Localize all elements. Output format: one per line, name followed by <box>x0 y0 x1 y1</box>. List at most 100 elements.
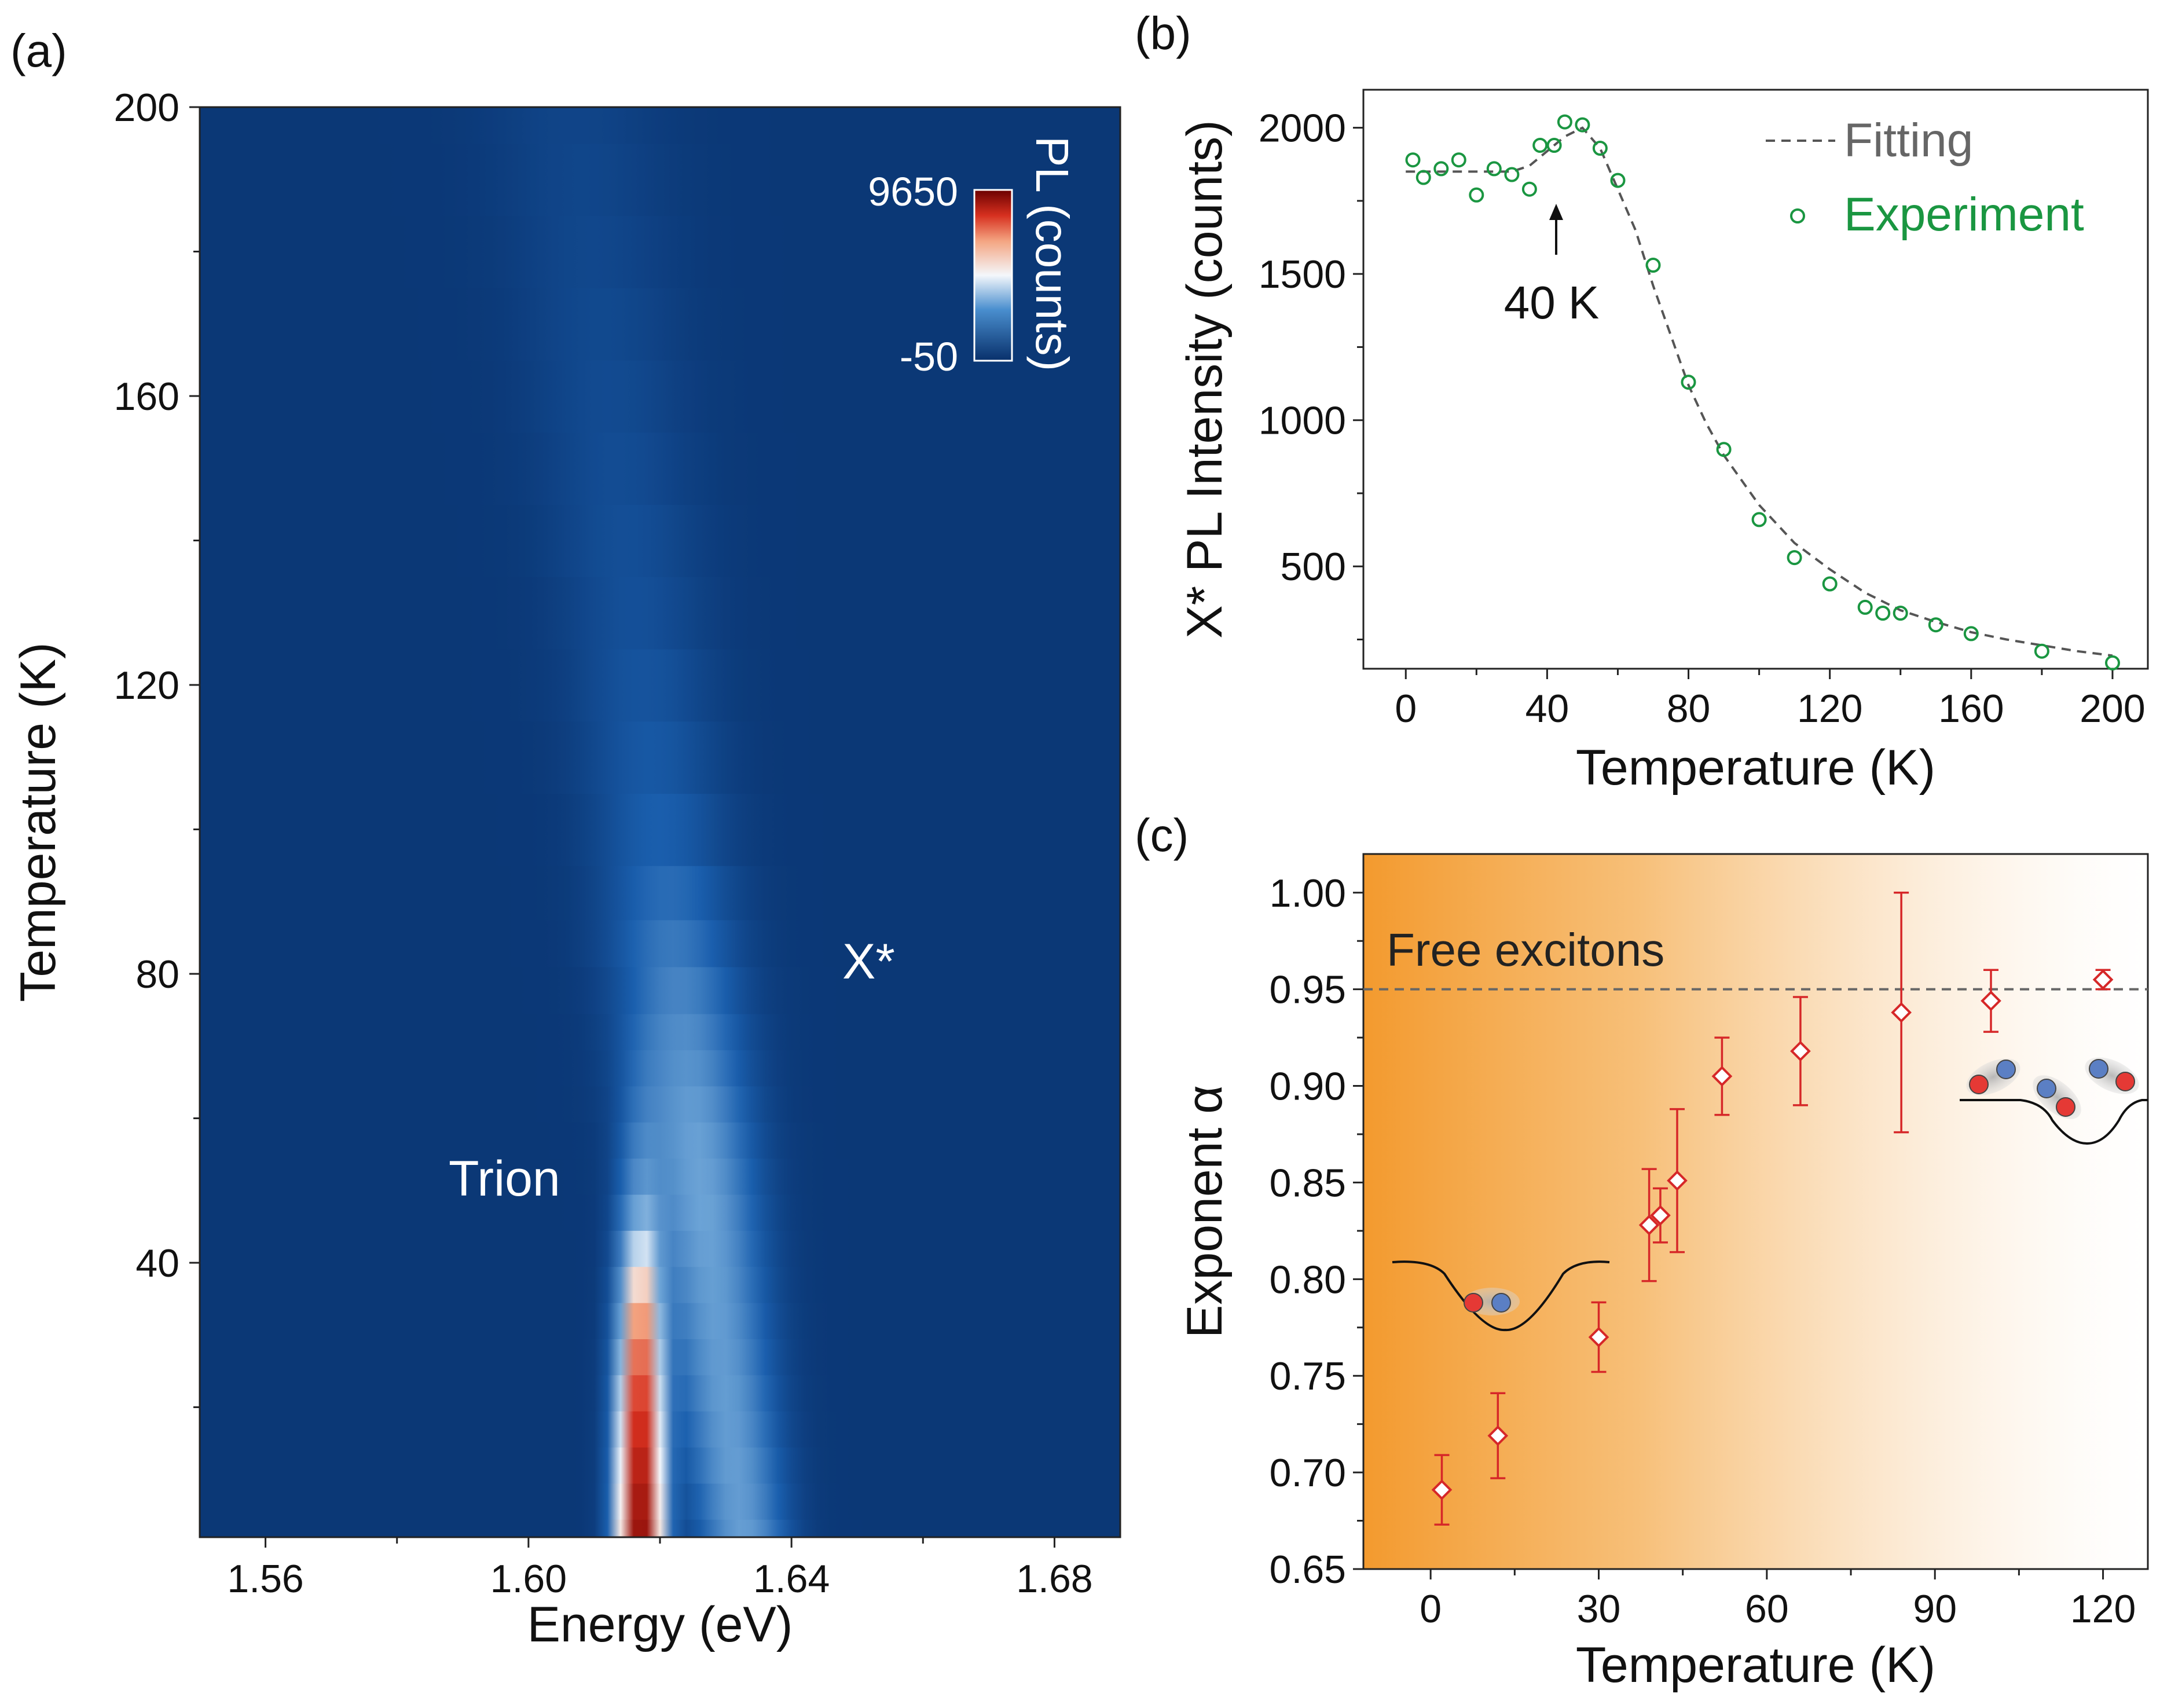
y-tick-label: 0.95 <box>1270 968 1346 1012</box>
y-tick-label: 0.80 <box>1270 1258 1346 1302</box>
experiment-point <box>1575 117 1590 133</box>
heatmap-row <box>200 793 1120 866</box>
x-tick-label: 60 <box>1745 1587 1789 1631</box>
x-tick-label: 80 <box>1667 687 1711 731</box>
annotation-arrow-head <box>1549 204 1563 220</box>
heatmap-row <box>200 287 1120 361</box>
alpha-point <box>1981 990 2001 1011</box>
experiment-point <box>1681 375 1696 390</box>
experiment-point <box>1415 170 1431 185</box>
heatmap-row <box>200 1050 1120 1087</box>
y-tick-label: 0.65 <box>1270 1548 1346 1592</box>
colorbar-gradient <box>973 189 1013 362</box>
y-tick-label: 0.70 <box>1270 1451 1346 1495</box>
experiment-point <box>2034 643 2049 659</box>
y-tick-label: 160 <box>114 375 179 419</box>
heatmap-row <box>200 966 1120 1014</box>
heatmap-row <box>200 1158 1120 1195</box>
experiment-point <box>1504 167 1520 182</box>
alpha-point <box>1891 1002 1912 1023</box>
colorbar-min-label: -50 <box>900 334 958 379</box>
x-tick-label: 90 <box>1913 1587 1957 1631</box>
heatmap-row <box>200 1266 1120 1303</box>
electron-dot-2 <box>2056 1097 2075 1117</box>
x-axis-label: Temperature (K) <box>1576 740 1935 796</box>
electron-dot-3 <box>2115 1072 2135 1091</box>
heatmap-row <box>200 576 1120 650</box>
legend-experiment-label: Experiment <box>1844 188 2084 241</box>
experiment-point <box>1405 152 1421 168</box>
experiment-point <box>1751 512 1767 527</box>
alpha-point <box>1487 1425 1509 1446</box>
plot-c-frame <box>1362 853 2149 1570</box>
experiment-point <box>1469 187 1484 203</box>
experiment-point <box>1451 152 1466 168</box>
plot-b-axes: 0 40 80 120 160 200 500 1000 1500 2000 Temperature… <box>1177 107 2146 796</box>
experiment-point <box>1787 550 1802 566</box>
x-axis-label: Temperature (K) <box>1576 1637 1935 1693</box>
hole-dot <box>1491 1293 1511 1313</box>
heatmap-rows <box>200 107 1120 1538</box>
alpha-point <box>1790 1040 1811 1062</box>
experiment-point <box>2105 655 2120 670</box>
heatmap-row <box>200 648 1120 722</box>
x-tick-label: 200 <box>2080 687 2145 731</box>
heatmap-row <box>200 1230 1120 1267</box>
y-axis-label: Temperature (K) <box>10 642 66 1002</box>
heatmap-row <box>200 1121 1120 1159</box>
heatmap-row <box>200 1194 1120 1231</box>
experiment-point <box>1433 161 1449 177</box>
heatmap-row <box>200 360 1120 433</box>
heatmap-row <box>200 919 1120 967</box>
fitting-curve <box>1406 126 2113 657</box>
alpha-point <box>1431 1479 1453 1500</box>
heatmap-row <box>200 215 1120 288</box>
colorbar-max-label: 9650 <box>868 169 958 214</box>
heatmap-row <box>200 504 1120 577</box>
electron-dot <box>1464 1293 1483 1313</box>
heatmap-row <box>200 1447 1120 1484</box>
plot-b-frame <box>1362 89 2149 670</box>
x-tick-label: 30 <box>1577 1587 1621 1631</box>
annotation-40k-label: 40 K <box>1504 277 1600 328</box>
y-tick-label: 200 <box>114 86 179 130</box>
y-axis-label: Exponent α <box>1177 1085 1233 1338</box>
heatmap-row <box>200 1410 1120 1448</box>
experiment-point <box>1486 161 1502 177</box>
alpha-point <box>1667 1170 1688 1191</box>
x-tick-label: 1.60 <box>490 1557 567 1601</box>
hole-dot-1 <box>1996 1060 2016 1079</box>
experiment-point <box>1716 442 1732 457</box>
x-tick-label: 1.68 <box>1016 1557 1092 1601</box>
experiment-point <box>1963 626 1979 642</box>
experiment-point <box>1610 173 1626 188</box>
legend-experiment-swatch <box>1790 208 1805 223</box>
legend-fitting-label: Fitting <box>1844 114 1973 167</box>
y-tick-label: 80 <box>135 952 179 996</box>
experiment-point <box>1822 576 1838 592</box>
heatmap-row <box>200 865 1120 921</box>
y-tick-label: 0.90 <box>1270 1065 1346 1109</box>
colorbar-title: PL (counts) <box>1026 136 1078 371</box>
heatmap-row <box>200 432 1120 505</box>
heatmap-row <box>200 721 1120 794</box>
y-tick-label: 1500 <box>1259 252 1346 296</box>
heatmap-axes: 1.56 1.60 1.64 1.68 40 80 120 160 200 Energy (eV)… <box>10 86 1093 1652</box>
alpha-point <box>1588 1326 1609 1348</box>
panel-b-label: (b) <box>1135 8 1191 59</box>
colorbar: 9650 -50 PL (counts) <box>868 136 1078 379</box>
experiment-point <box>1928 617 1943 633</box>
y-tick-label: 2000 <box>1259 107 1346 151</box>
y-tick-label: 1000 <box>1259 399 1346 443</box>
heatmap-row <box>200 1013 1120 1050</box>
y-tick-label: 0.85 <box>1270 1161 1346 1205</box>
experiment-point <box>1875 606 1891 621</box>
x-tick-label: 160 <box>1938 687 2004 731</box>
y-axis-label: X* PL Intensity (counts) <box>1177 120 1233 638</box>
x-axis-label: Energy (eV) <box>527 1597 793 1652</box>
annotation-trion: Trion <box>449 1151 560 1207</box>
panel-c-label: (c) <box>1135 809 1189 861</box>
heatmap-row <box>200 1338 1120 1376</box>
alpha-point <box>2092 969 2114 990</box>
